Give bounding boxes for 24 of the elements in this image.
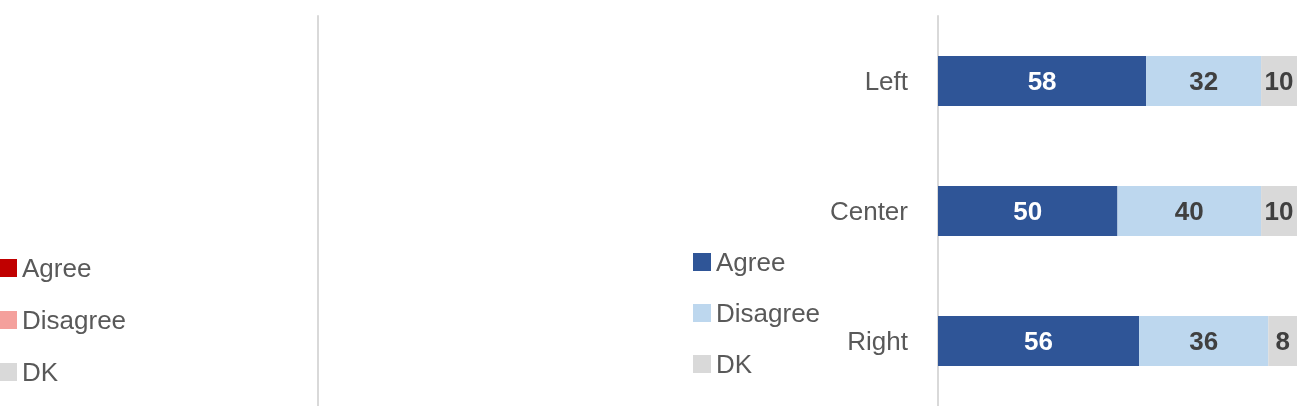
- data-label: 10: [1264, 66, 1294, 96]
- y-tick-label: Right: [847, 326, 909, 356]
- data-label: 10: [1264, 196, 1294, 226]
- legend-label: Disagree: [22, 305, 127, 335]
- bar: [1146, 56, 1262, 106]
- legend-label: Agree: [22, 253, 92, 283]
- legend-label: Disagree: [716, 298, 821, 328]
- data-label: 8: [1275, 326, 1290, 356]
- data-label: 40: [1174, 196, 1204, 226]
- y-tick-label: Left: [864, 66, 909, 96]
- bar: [938, 56, 1147, 106]
- data-label: 36: [1189, 326, 1219, 356]
- legend-label: DK: [22, 357, 59, 387]
- data-label: 32: [1189, 66, 1219, 96]
- data-label: 56: [1024, 326, 1053, 356]
- legend-label: DK: [716, 349, 753, 379]
- y-tick-label: Center: [829, 196, 909, 226]
- bar: [1139, 316, 1269, 366]
- data-label: 58: [1027, 66, 1057, 96]
- bar: [938, 316, 1140, 366]
- bar: [938, 186, 1118, 236]
- legend-label: Agree: [716, 247, 786, 277]
- data-label: 50: [1013, 196, 1043, 226]
- bar: [1117, 186, 1262, 236]
